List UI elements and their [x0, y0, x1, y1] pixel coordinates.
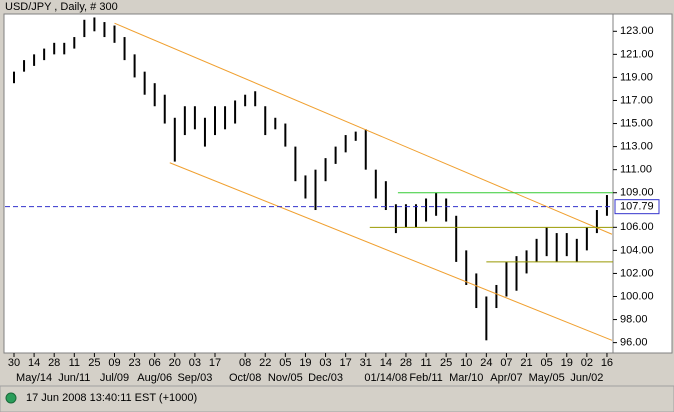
- x-tick-label: 11: [420, 357, 431, 369]
- period-label: Feb/11: [409, 372, 442, 384]
- x-tick-label: 11: [69, 357, 80, 369]
- status-text: 17 Jun 2008 13:40:11 EST (+1000): [26, 392, 197, 404]
- period-label: Nov/05: [268, 372, 303, 384]
- x-tick-label: 28: [48, 357, 60, 369]
- x-tick-label: 03: [189, 357, 201, 369]
- period-label: 01/14/08: [364, 372, 407, 384]
- x-tick-label: 14: [380, 357, 392, 369]
- x-tick-label: 05: [541, 357, 553, 369]
- x-tick-label: 30: [8, 357, 20, 369]
- x-tick-label: 17: [209, 357, 221, 369]
- plot-area: [3, 13, 673, 354]
- y-tick-label: 123.00: [620, 25, 654, 37]
- period-label: Jul/09: [100, 372, 129, 384]
- y-tick-label: 111.00: [620, 164, 652, 176]
- chart-title: USD/JPY , Daily, # 300: [5, 1, 118, 13]
- last-price-label: 107.79: [620, 201, 654, 213]
- x-tick-label: 25: [440, 357, 452, 369]
- period-label: Jun/11: [58, 372, 90, 384]
- x-tick-label: 25: [88, 357, 100, 369]
- period-label: Oct/08: [229, 372, 261, 384]
- trend-line: [114, 22, 613, 235]
- x-tick-label: 07: [500, 357, 512, 369]
- y-tick-label: 98.00: [620, 313, 648, 325]
- y-tick-label: 115.00: [620, 117, 653, 129]
- last-price-box: [614, 199, 660, 215]
- x-tick-label: 02: [581, 357, 593, 369]
- y-tick-label: 113.00: [620, 141, 653, 153]
- trend-line: [169, 162, 613, 341]
- period-label: Dec/03: [308, 372, 343, 384]
- x-tick-label: 20: [169, 357, 181, 369]
- x-tick-label: 09: [108, 357, 120, 369]
- x-tick-label: 14: [28, 357, 40, 369]
- x-tick-label: 17: [340, 357, 352, 369]
- y-tick-label: 96.00: [620, 337, 648, 349]
- y-tick-label: 117.00: [620, 94, 653, 106]
- y-tick-label: 102.00: [620, 267, 654, 279]
- period-label: Apr/07: [490, 372, 522, 384]
- period-label: May/05: [529, 372, 565, 384]
- x-tick-label: 05: [279, 357, 291, 369]
- x-tick-label: 19: [299, 357, 311, 369]
- x-tick-label: 03: [319, 357, 331, 369]
- period-label: Mar/10: [449, 372, 483, 384]
- x-tick-label: 23: [128, 357, 140, 369]
- y-tick-label: 121.00: [620, 48, 654, 60]
- y-tick-label: 104.00: [620, 244, 654, 256]
- status-indicator: [5, 392, 17, 404]
- period-label: May/14: [16, 372, 52, 384]
- period-label: Jun/02: [570, 372, 603, 384]
- period-label: Aug/06: [137, 372, 172, 384]
- x-tick-label: 10: [460, 357, 472, 369]
- x-tick-label: 24: [480, 357, 492, 369]
- x-tick-label: 16: [601, 357, 613, 369]
- x-tick-label: 08: [239, 357, 251, 369]
- x-tick-label: 06: [149, 357, 161, 369]
- x-tick-label: 21: [520, 357, 532, 369]
- y-tick-label: 100.00: [620, 290, 654, 302]
- y-tick-label: 106.00: [620, 221, 654, 233]
- period-label: Sep/03: [177, 372, 212, 384]
- y-tick-label: 109.00: [620, 187, 654, 199]
- x-tick-label: 31: [360, 357, 372, 369]
- x-tick-label: 22: [259, 357, 271, 369]
- status-bar: [0, 385, 674, 412]
- x-tick-label: 19: [561, 357, 573, 369]
- y-tick-label: 119.00: [620, 71, 653, 83]
- x-tick-label: 28: [400, 357, 412, 369]
